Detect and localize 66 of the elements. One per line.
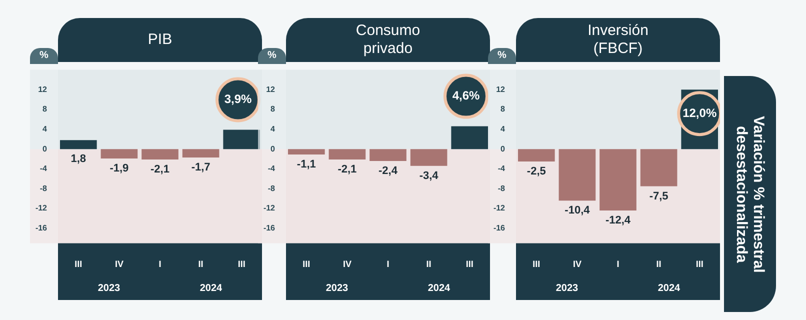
y-tick-label: -16 xyxy=(493,224,506,233)
x-tick-label: III xyxy=(238,259,246,270)
chart-title: Inversión (FBCF) xyxy=(586,22,650,58)
data-label: -2,1 xyxy=(338,164,357,176)
y-tick-label: -4 xyxy=(40,164,48,174)
y-tick-label: -8 xyxy=(40,184,48,193)
y-tick-label: -12 xyxy=(263,204,276,213)
y-tick-label: 4 xyxy=(42,124,48,134)
y-tick-label: 12 xyxy=(38,84,48,94)
text: 2024 xyxy=(428,282,451,294)
x-tick-label: II xyxy=(426,259,432,270)
y-tick-label: 0 xyxy=(270,144,276,154)
y-tick-label: -4 xyxy=(498,164,506,174)
y-axis-title: % xyxy=(488,48,516,64)
text: 2023 xyxy=(326,282,349,294)
data-label: 3,9% xyxy=(224,92,252,106)
y-tick-label: 0 xyxy=(500,144,506,154)
y2-axis-title: Variación % trimestral desestacionalizada xyxy=(733,114,767,274)
data-label: -2,1 xyxy=(150,164,170,176)
chart-title: PIB xyxy=(148,31,172,49)
data-label: -3,4 xyxy=(419,170,440,182)
x-tick-label: IV xyxy=(114,259,124,270)
y-tick-label: -12 xyxy=(35,204,48,213)
y-tick-label: 12 xyxy=(266,84,276,94)
data-label: -1,1 xyxy=(296,158,316,171)
y-tick-label: -8 xyxy=(498,184,506,193)
data-label: -2,5 xyxy=(526,165,546,178)
x-tick-label: IV xyxy=(342,259,352,270)
y-tick-label: 4 xyxy=(270,124,276,134)
data-label: 1,8 xyxy=(70,153,86,166)
data-label: -1,9 xyxy=(110,162,129,175)
y-tick-label: -16 xyxy=(263,224,276,233)
data-label: -7,5 xyxy=(649,190,668,202)
y-tick-label: -16 xyxy=(35,224,48,233)
x-tick-label: IV xyxy=(572,259,582,270)
x-tick-label: I xyxy=(386,259,390,270)
text: 2023 xyxy=(98,282,121,294)
data-label: -10,4 xyxy=(564,204,591,217)
x-tick-label: III xyxy=(696,259,704,270)
y-tick-label: -8 xyxy=(268,184,276,193)
data-label: -12,4 xyxy=(605,214,632,227)
chart-title: Consumo privado xyxy=(354,22,422,58)
y-tick-label: 8 xyxy=(270,104,276,114)
x-tick-label: II xyxy=(198,259,204,270)
x-tick-label: III xyxy=(302,259,310,270)
x-tick-label: III xyxy=(466,259,474,270)
x-tick-label: II xyxy=(656,259,662,270)
y-tick-label: 4 xyxy=(500,124,506,134)
data-label: -2,4 xyxy=(378,164,398,177)
x-tick-label: I xyxy=(158,259,162,270)
text: 2024 xyxy=(658,282,681,294)
y-tick-label: 0 xyxy=(42,144,48,154)
y-tick-label: -12 xyxy=(493,204,506,213)
x-tick-label: I xyxy=(616,259,620,270)
y-tick-label: -4 xyxy=(268,164,276,174)
y-axis-title: % xyxy=(258,48,286,64)
y-tick-label: 8 xyxy=(42,104,48,114)
data-label: -1,7 xyxy=(191,162,210,174)
y-tick-label: 8 xyxy=(500,104,506,114)
y-tick-label: 12 xyxy=(496,84,506,94)
y-axis-title: % xyxy=(30,48,58,64)
data-label: 4,6% xyxy=(452,88,480,103)
x-tick-label: III xyxy=(74,259,82,270)
text: 2023 xyxy=(556,282,579,294)
x-tick-label: III xyxy=(532,259,540,270)
text: 2024 xyxy=(200,282,223,294)
